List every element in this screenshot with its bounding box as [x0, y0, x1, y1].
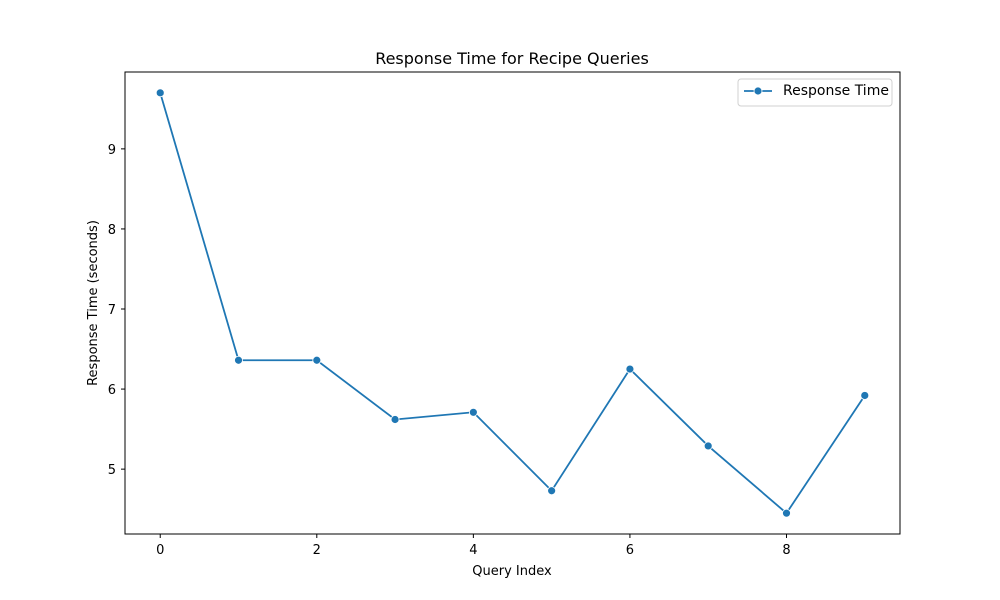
- legend-box: [737, 78, 893, 107]
- legend-label: Response Time: [783, 83, 889, 99]
- series-line-response-time: [159, 92, 866, 515]
- series-points: [155, 88, 870, 518]
- legend-marker-icon: [753, 86, 763, 96]
- plot-area: [125, 72, 900, 534]
- data-point: [234, 355, 243, 365]
- data-point: [860, 391, 870, 400]
- data-point: [782, 508, 791, 518]
- x-tick-label: 6: [626, 543, 634, 558]
- y-tick-label: 5: [108, 463, 116, 478]
- y-axis-ticks: 5 6 7 8 9: [108, 143, 125, 478]
- y-tick-label: 6: [108, 383, 116, 398]
- x-axis-ticks: 0 2 4 6 8: [156, 534, 791, 558]
- legend: Response Time: [737, 78, 893, 107]
- y-tick-label: 7: [108, 303, 116, 318]
- x-tick-label: 0: [156, 543, 164, 558]
- y-axis-label: Response Time (seconds): [86, 220, 101, 386]
- x-tick-label: 2: [313, 543, 321, 558]
- x-axis-label: Query Index: [472, 564, 552, 579]
- y-tick-label: 9: [108, 143, 116, 158]
- x-tick-label: 8: [782, 543, 790, 558]
- data-point: [390, 415, 400, 424]
- data-point: [703, 441, 713, 451]
- y-tick-label: 8: [108, 223, 116, 238]
- data-point: [312, 355, 322, 365]
- plot-frame: [124, 71, 901, 535]
- chart-title: Response Time for Recipe Queries: [375, 49, 649, 68]
- data-point: [468, 407, 478, 417]
- data-point: [155, 88, 165, 98]
- data-point: [547, 486, 557, 496]
- data-point: [625, 364, 635, 374]
- x-tick-label: 4: [469, 543, 477, 558]
